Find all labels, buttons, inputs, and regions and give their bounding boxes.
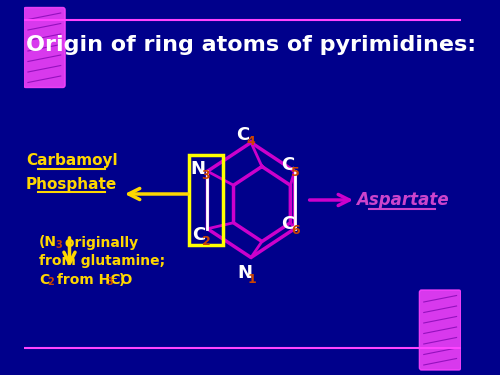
Text: 3: 3 [202,169,210,182]
Text: N: N [190,160,206,178]
Text: 1: 1 [248,273,256,286]
Text: Phosphate: Phosphate [26,177,118,192]
Text: 2: 2 [48,277,54,287]
Text: 6: 6 [292,224,300,237]
Text: originally: originally [60,236,138,249]
Text: 2: 2 [202,235,211,248]
Text: (N: (N [39,236,57,249]
Text: Aspartate: Aspartate [356,191,448,209]
FancyBboxPatch shape [24,8,65,87]
Text: 3: 3 [55,240,62,250]
Text: C: C [282,215,294,233]
Bar [189,155,223,245]
Text: 4: 4 [246,135,256,148]
Text: C: C [39,273,49,286]
FancyBboxPatch shape [420,290,461,370]
Text: ): ) [119,273,126,286]
Text: from HCO: from HCO [52,273,132,286]
Text: C: C [192,226,205,244]
Text: ⁻: ⁻ [110,276,117,288]
Text: C: C [236,126,250,144]
Text: 5: 5 [292,166,300,179]
Text: Carbamoyl: Carbamoyl [26,153,118,168]
Text: Origin of ring atoms of pyrimidines:: Origin of ring atoms of pyrimidines: [26,35,476,55]
Text: N: N [237,264,252,282]
Text: C: C [282,156,294,174]
Text: 3: 3 [106,277,113,287]
Text: from glutamine;: from glutamine; [39,254,165,268]
